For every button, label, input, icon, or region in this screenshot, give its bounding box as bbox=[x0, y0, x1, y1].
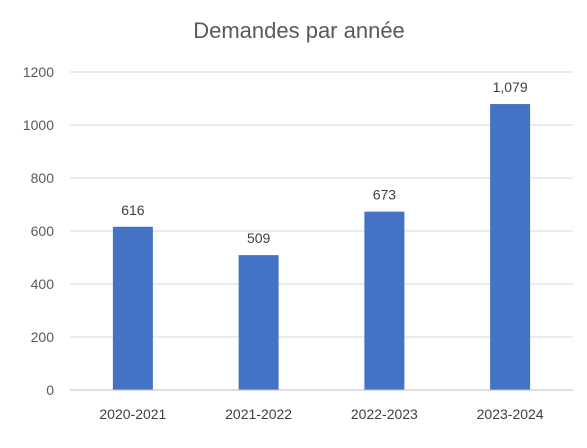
y-tick-label: 600 bbox=[31, 223, 55, 239]
data-label: 673 bbox=[373, 187, 397, 203]
x-tick-label: 2021-2022 bbox=[225, 406, 292, 422]
data-label: 616 bbox=[121, 202, 145, 218]
y-axis-ticks: 0 200 400 600 800 1000 1200 bbox=[23, 64, 54, 398]
x-axis-ticks: 2020-2021 2021-2022 2022-2023 2023-2024 bbox=[99, 406, 543, 422]
y-tick-label: 0 bbox=[46, 382, 54, 398]
y-tick-label: 1200 bbox=[23, 64, 54, 80]
y-tick-label: 800 bbox=[31, 170, 55, 186]
data-label: 509 bbox=[247, 230, 271, 246]
x-tick-label: 2022-2023 bbox=[351, 406, 418, 422]
bar bbox=[364, 211, 405, 390]
y-tick-label: 1000 bbox=[23, 117, 54, 133]
bar bbox=[112, 226, 153, 390]
y-tick-label: 400 bbox=[31, 276, 55, 292]
data-labels: 616 509 673 1,079 bbox=[121, 79, 528, 246]
bar bbox=[238, 255, 279, 390]
gridlines bbox=[70, 71, 573, 338]
bars bbox=[112, 104, 531, 390]
bar bbox=[490, 104, 531, 390]
data-label: 1,079 bbox=[493, 79, 528, 95]
x-tick-label: 2020-2021 bbox=[99, 406, 166, 422]
y-tick-label: 200 bbox=[31, 329, 55, 345]
chart-title: Demandes par année bbox=[193, 18, 405, 43]
x-tick-label: 2023-2024 bbox=[477, 406, 544, 422]
